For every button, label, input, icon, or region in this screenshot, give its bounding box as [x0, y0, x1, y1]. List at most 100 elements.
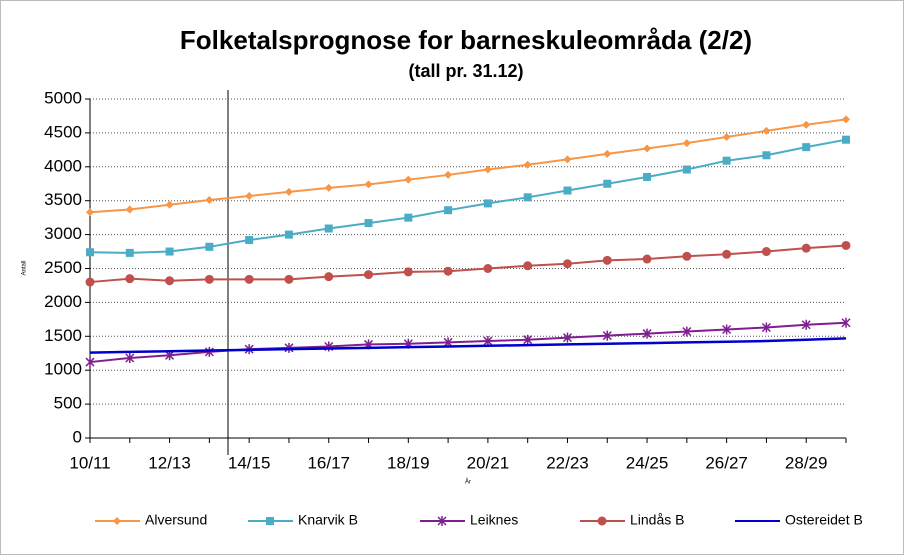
y-tick-label: 2500 — [44, 258, 82, 277]
y-tick-label: 5000 — [44, 88, 82, 107]
legend-label: Leiknes — [470, 512, 518, 528]
marker — [364, 180, 373, 189]
x-axis-label: År — [465, 479, 471, 486]
marker — [682, 165, 691, 174]
marker — [801, 319, 811, 330]
x-tick-label: 16/17 — [307, 453, 350, 472]
marker — [284, 230, 293, 239]
marker — [284, 342, 294, 353]
x-tick-label: 14/15 — [228, 453, 271, 472]
marker — [364, 270, 374, 280]
marker — [682, 326, 692, 337]
marker — [204, 346, 214, 357]
marker — [761, 322, 771, 333]
marker — [682, 139, 691, 148]
marker — [802, 143, 811, 152]
marker — [523, 261, 533, 271]
marker — [841, 240, 851, 250]
marker — [603, 179, 612, 188]
marker — [682, 251, 692, 261]
marker — [563, 186, 572, 195]
marker — [404, 213, 413, 222]
marker — [802, 120, 811, 129]
marker — [642, 328, 652, 339]
marker — [266, 517, 274, 525]
marker — [85, 277, 95, 287]
marker — [444, 206, 453, 215]
y-tick-label: 1500 — [44, 326, 82, 345]
y-tick-label: 500 — [54, 394, 82, 413]
marker — [86, 248, 94, 257]
marker — [85, 357, 95, 368]
marker — [842, 115, 850, 124]
marker — [842, 135, 850, 144]
x-tick-label: 26/27 — [705, 453, 748, 472]
marker — [523, 334, 533, 345]
marker — [523, 193, 532, 202]
marker — [483, 264, 493, 273]
y-axis-label: Antall — [22, 260, 28, 275]
marker — [113, 517, 121, 525]
y-tick-label: 1000 — [44, 360, 82, 379]
marker — [643, 172, 652, 181]
marker — [205, 196, 214, 205]
y-tick-label: 4500 — [44, 122, 82, 141]
marker — [404, 175, 413, 184]
marker — [483, 199, 492, 208]
series-line — [89, 244, 847, 284]
chart-title: Folketalsprognose for barneskuleområda (… — [180, 25, 752, 55]
series-line — [89, 337, 847, 354]
y-tick-label: 4000 — [44, 156, 82, 175]
marker — [403, 267, 413, 277]
marker — [483, 336, 493, 347]
x-tick-label: 18/19 — [387, 453, 430, 472]
marker — [324, 272, 334, 282]
marker — [642, 254, 652, 264]
legend-label: Lindås B — [630, 512, 684, 528]
x-tick-label: 28/29 — [785, 453, 828, 472]
marker — [437, 516, 447, 526]
x-tick-label: 10/11 — [69, 453, 110, 472]
x-tick-label: 20/21 — [467, 453, 510, 472]
marker — [284, 187, 293, 196]
marker — [483, 165, 492, 174]
marker — [523, 160, 532, 169]
marker — [602, 330, 612, 341]
marker — [597, 516, 607, 526]
marker — [324, 183, 333, 192]
marker — [722, 324, 732, 335]
marker — [364, 219, 373, 228]
marker — [165, 200, 174, 209]
marker — [762, 151, 771, 160]
series-line — [89, 138, 847, 254]
marker — [125, 352, 135, 363]
marker — [603, 149, 612, 158]
marker — [722, 156, 731, 165]
marker — [722, 132, 731, 141]
x-tick-label: 12/13 — [148, 453, 191, 472]
marker — [841, 317, 851, 328]
marker — [245, 236, 254, 245]
marker — [761, 247, 771, 257]
marker — [563, 155, 572, 164]
chart-subtitle: (tall pr. 31.12) — [408, 61, 523, 81]
y-tick-label: 3500 — [44, 190, 82, 209]
legend-label: Alversund — [145, 512, 207, 528]
marker — [602, 255, 612, 265]
x-tick-label: 22/23 — [546, 453, 589, 472]
legend-label: Ostereidet B — [785, 512, 863, 528]
y-tick-label: 3000 — [44, 224, 82, 243]
x-tick-label: 24/25 — [626, 453, 669, 472]
marker — [801, 243, 811, 253]
marker — [444, 170, 453, 179]
marker — [125, 205, 134, 214]
series-line — [89, 118, 847, 214]
marker — [562, 259, 572, 269]
marker — [562, 332, 573, 343]
marker — [205, 242, 214, 251]
marker — [86, 208, 94, 217]
marker — [284, 274, 294, 284]
y-tick-label: 0 — [73, 427, 82, 446]
marker — [165, 276, 175, 286]
